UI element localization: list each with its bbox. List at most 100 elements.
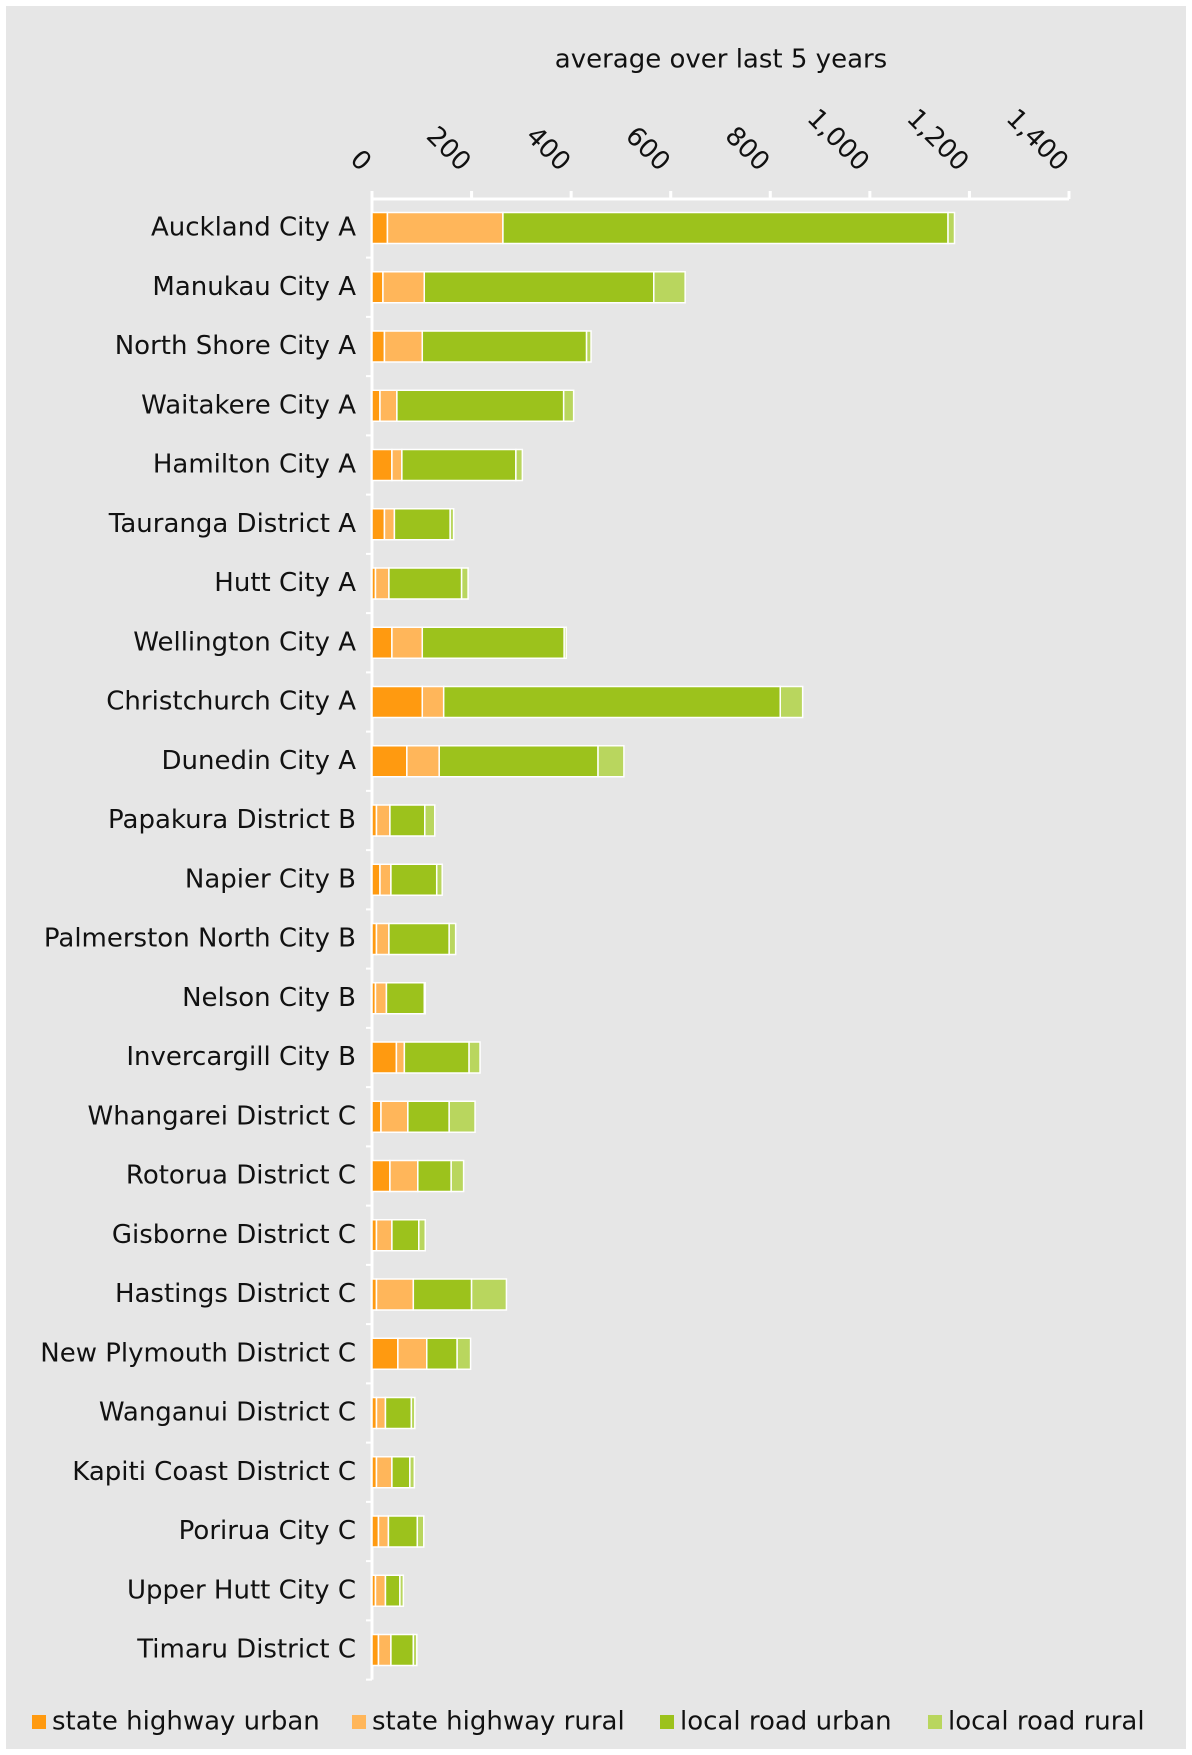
bar-segment	[397, 1337, 428, 1370]
bar-segment	[424, 804, 436, 837]
legend-swatch	[352, 1715, 366, 1729]
bar-segment	[515, 448, 524, 482]
bar-segment	[384, 1574, 401, 1607]
bar-segment	[423, 271, 655, 304]
y-tick-label: Rotorua District C	[126, 1161, 356, 1191]
bar-segment	[412, 1633, 418, 1667]
bar-segment	[371, 1515, 380, 1548]
y-tick-label: Tauranga District A	[108, 509, 356, 539]
y-tick-label: Timaru District C	[136, 1635, 356, 1665]
bar-segment	[377, 1633, 392, 1667]
y-tick-label: North Shore City A	[115, 331, 356, 361]
legend-label: state highway urban	[52, 1707, 320, 1737]
bar-segment	[371, 863, 381, 896]
axis-title: average over last 5 years	[555, 45, 887, 75]
bar-segment	[374, 982, 388, 1015]
background	[6, 6, 1186, 1749]
bar-segment	[371, 448, 393, 482]
bar-segment	[375, 804, 391, 837]
bar-segment	[585, 330, 592, 363]
bar-segment	[371, 685, 424, 719]
bar-segment	[393, 508, 451, 541]
bar-segment	[374, 567, 390, 600]
bar-segment	[379, 863, 392, 896]
bar-segment	[435, 863, 443, 896]
bar-segment	[409, 1456, 416, 1489]
y-tick-label: Invercargill City B	[126, 1042, 356, 1072]
bar-segment	[421, 330, 588, 363]
bar-segment	[448, 922, 457, 956]
bar-segment	[385, 982, 426, 1015]
bar-segment	[597, 745, 625, 778]
bar-segment	[389, 1159, 419, 1193]
bar-segment	[426, 1337, 458, 1370]
y-tick-label: Nelson City B	[182, 983, 356, 1013]
bar-segment	[456, 1337, 472, 1370]
bar-segment	[371, 1159, 391, 1193]
bar-segment	[468, 1041, 481, 1074]
bar-segment	[380, 1100, 409, 1133]
y-tick-label: Waitakere City A	[141, 390, 356, 420]
y-tick-label: Napier City B	[185, 864, 356, 894]
bar-segment	[562, 389, 575, 422]
legend-label: state highway rural	[372, 1707, 625, 1737]
bar-segment	[371, 211, 389, 245]
bar-segment	[390, 1633, 415, 1667]
y-tick-label: Manukau City A	[152, 272, 356, 302]
bar-segment	[371, 389, 381, 422]
bar-segment	[375, 1278, 415, 1311]
y-tick-label: Kapiti Coast District C	[72, 1457, 356, 1487]
bar-segment	[423, 982, 427, 1015]
y-tick-label: Palmerston North City B	[44, 924, 356, 954]
bar-segment	[448, 1100, 476, 1133]
bar-segment	[371, 626, 393, 659]
bar-segment	[947, 211, 956, 245]
bar-segment	[416, 1515, 425, 1548]
bar-segment	[412, 1278, 473, 1311]
y-tick-label: Wanganui District C	[99, 1398, 356, 1428]
bar-segment	[371, 1041, 398, 1074]
bar-segment	[379, 389, 398, 422]
y-tick-label: Hastings District C	[115, 1279, 356, 1309]
bar-segment	[391, 448, 403, 482]
bar-segment	[653, 271, 686, 304]
bar-segment	[438, 745, 599, 778]
bar-segment	[371, 745, 408, 778]
bar-segment	[418, 1219, 427, 1252]
bar-segment	[779, 685, 804, 719]
bar-segment	[383, 508, 396, 541]
bar-segment	[384, 1396, 413, 1430]
y-tick-label: Gisborne District C	[112, 1220, 356, 1250]
y-tick-label: Hutt City A	[214, 568, 356, 598]
bar-segment	[375, 922, 390, 956]
bar-segment	[421, 685, 445, 719]
bar-segment	[460, 567, 469, 600]
y-tick-label: Wellington City A	[133, 627, 356, 657]
bar-segment	[377, 1515, 390, 1548]
bar-segment	[410, 1396, 416, 1430]
bar-segment	[399, 1574, 405, 1607]
y-tick-label: Christchurch City A	[106, 687, 356, 717]
bar-segment	[391, 1219, 420, 1252]
legend-swatch	[928, 1715, 942, 1729]
legend-label: local road urban	[680, 1707, 892, 1737]
y-tick-label: Porirua City C	[179, 1516, 356, 1546]
y-tick-label: Hamilton City A	[153, 450, 356, 480]
bar-segment	[388, 922, 450, 956]
bar-segment	[563, 626, 567, 659]
bar-segment	[371, 1633, 380, 1667]
bar-segment	[449, 508, 455, 541]
y-tick-label: New Plymouth District C	[40, 1338, 356, 1368]
bar-segment	[470, 1278, 508, 1311]
y-tick-label: Whangarei District C	[88, 1101, 356, 1131]
bar-segment	[450, 1159, 465, 1193]
bar-segment	[396, 389, 565, 422]
y-tick-label: Upper Hutt City C	[127, 1575, 356, 1605]
bar-segment	[391, 626, 424, 659]
y-tick-label: Auckland City A	[151, 213, 356, 243]
bar-segment	[390, 863, 438, 896]
legend-swatch	[660, 1715, 674, 1729]
legend-swatch	[32, 1715, 46, 1729]
bar-segment	[391, 1456, 411, 1489]
